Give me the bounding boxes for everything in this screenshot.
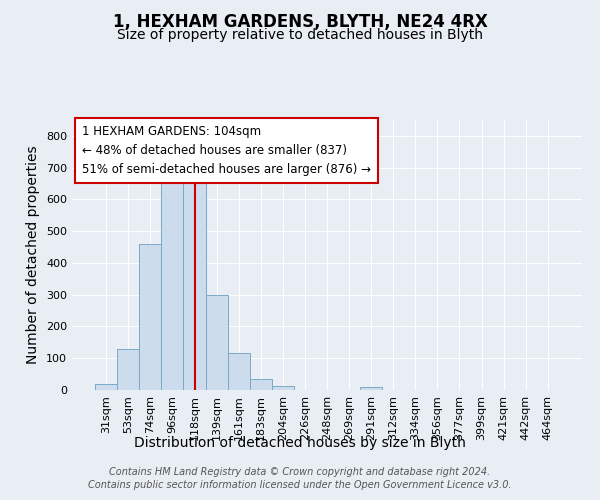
Text: 1 HEXHAM GARDENS: 104sqm
← 48% of detached houses are smaller (837)
51% of semi-: 1 HEXHAM GARDENS: 104sqm ← 48% of detach…: [82, 126, 371, 176]
Text: 1, HEXHAM GARDENS, BLYTH, NE24 4RX: 1, HEXHAM GARDENS, BLYTH, NE24 4RX: [113, 12, 487, 30]
Bar: [184, 180, 206, 390]
Bar: [227, 354, 250, 390]
Bar: [360, 387, 382, 390]
Text: Distribution of detached houses by size in Blyth: Distribution of detached houses by size …: [134, 436, 466, 450]
Bar: [95, 384, 117, 390]
Text: Size of property relative to detached houses in Blyth: Size of property relative to detached ho…: [117, 28, 483, 42]
Bar: [250, 379, 272, 390]
Y-axis label: Number of detached properties: Number of detached properties: [26, 146, 40, 364]
Bar: [161, 180, 184, 390]
Text: Contains HM Land Registry data © Crown copyright and database right 2024.
Contai: Contains HM Land Registry data © Crown c…: [88, 467, 512, 490]
Bar: [206, 294, 227, 390]
Bar: [117, 350, 139, 390]
Bar: [272, 386, 294, 390]
Bar: [139, 244, 161, 390]
